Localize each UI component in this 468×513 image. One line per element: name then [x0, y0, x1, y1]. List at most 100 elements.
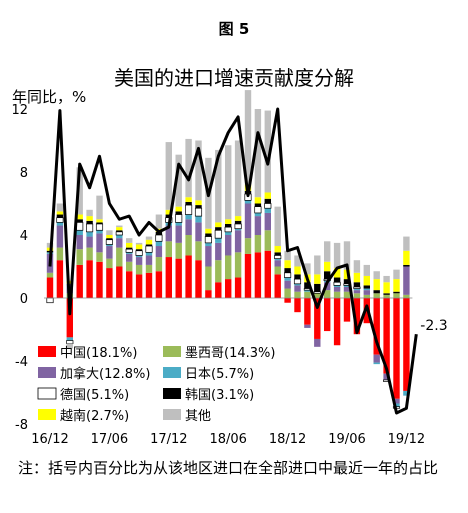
bar-segment-其他: [116, 225, 123, 228]
bar-segment-加拿大: [353, 290, 361, 294]
bar-segment-日本: [294, 283, 301, 286]
bar-segment-韩国: [363, 285, 370, 289]
bar-segment-中国: [284, 298, 291, 303]
bar-segment-中国: [86, 260, 93, 298]
bar-segment-韩国: [324, 271, 331, 280]
bar-segment-中国: [96, 261, 103, 298]
bar-segment-中国: [126, 271, 133, 298]
bar-segment-德国: [56, 217, 64, 223]
footnote: 注：括号内百分比为从该地区进口在全部进口中最近一年的占比: [18, 459, 439, 477]
bar-segment-中国: [46, 277, 54, 298]
x-tick-label: 17/06: [91, 432, 128, 447]
bar-segment-加拿大: [284, 280, 291, 289]
legend-swatch-日本: [163, 367, 181, 378]
y-tick-label: 8: [20, 166, 28, 181]
bar-segment-韩国: [76, 219, 83, 223]
bar-segment-其他: [343, 241, 351, 270]
bar-segment-越南: [145, 239, 153, 245]
bar-segment-日本: [135, 255, 143, 258]
bar-segment-日本: [393, 403, 400, 407]
legend-swatch-墨西哥: [163, 346, 181, 357]
y-tick-label: 4: [20, 229, 28, 244]
bar-segment-墨西哥: [324, 290, 331, 299]
bar-segment-韩国: [145, 244, 153, 247]
bar-segment-墨西哥: [284, 288, 291, 298]
bar-segment-韩国: [343, 279, 351, 284]
y-tick-label: 0: [20, 292, 28, 307]
bar-segment-德国: [313, 291, 321, 294]
bar-segment-其他: [264, 110, 271, 193]
bar-segment-中国: [264, 250, 271, 298]
bar-segment-日本: [96, 230, 103, 234]
bar-segment-德国: [254, 206, 262, 214]
bar-segment-墨西哥: [145, 264, 153, 273]
bar-segment-其他: [314, 255, 321, 275]
bar-segment-其他: [304, 263, 311, 275]
x-tick-label: 19/12: [388, 432, 425, 447]
bar-segment-墨西哥: [234, 252, 242, 278]
bar-segment-越南: [106, 235, 113, 239]
bar-segment-日本: [353, 288, 361, 291]
bar-segment-墨西哥: [106, 258, 113, 269]
bar-segment-其他: [96, 195, 103, 220]
bar-segment-日本: [264, 208, 271, 213]
bar-segment-其他: [373, 271, 380, 280]
bar-segment-越南: [76, 214, 83, 220]
bar-segment-日本: [66, 337, 73, 341]
bar-segment-德国: [145, 245, 153, 253]
bar-segment-日本: [363, 288, 370, 291]
bar-segment-中国: [76, 264, 83, 298]
bar-segment-德国: [46, 297, 54, 304]
total-line-path: [48, 107, 418, 415]
bar-segment-日本: [56, 222, 64, 226]
bar-segment-墨西哥: [304, 291, 311, 298]
bar-segment-日本: [274, 258, 281, 261]
bar-segment-日本: [284, 277, 291, 281]
bar-segment-中国: [215, 282, 222, 298]
legend-swatch-其他: [163, 409, 181, 420]
bar-segment-其他: [126, 238, 133, 243]
bar-segment-加拿大: [165, 225, 172, 242]
bar-segment-加拿大: [343, 286, 351, 292]
bar-segment-韩国: [234, 220, 242, 224]
bar-segment-德国: [214, 229, 222, 239]
bar-segment-墨西哥: [205, 266, 212, 291]
bar-segment-越南: [393, 279, 400, 292]
bar-segment-韩国: [96, 222, 103, 224]
bar-segment-加拿大: [86, 236, 93, 248]
bar-segment-墨西哥: [116, 247, 123, 267]
bar-segment-加拿大: [225, 235, 232, 256]
bar-segment-中国: [195, 260, 202, 298]
bar-segment-墨西哥: [264, 230, 271, 251]
bar-segment-越南: [363, 275, 370, 286]
bar-segment-墨西哥: [76, 249, 83, 265]
bar-segment-其他: [175, 154, 182, 207]
bar-segment-日本: [373, 362, 380, 365]
legend-label-墨西哥: 墨西哥(14.3%): [185, 346, 275, 361]
bar-segment-中国: [56, 260, 64, 298]
bar-segment-中国: [353, 298, 361, 335]
bar-segment-日本: [333, 285, 341, 287]
bar-segment-中国: [66, 298, 73, 338]
bar-segment-德国: [224, 226, 232, 233]
bar-segment-越南: [324, 261, 331, 272]
bar-segment-韩国: [274, 252, 281, 256]
bar-segment-中国: [165, 257, 172, 298]
bar-segment-中国: [324, 298, 331, 332]
bar-segment-韩国: [314, 283, 321, 292]
bar-segment-韩国: [225, 223, 232, 228]
bar-segment-越南: [126, 242, 133, 248]
bar-segment-韩国: [185, 201, 192, 206]
bar-segment-德国: [194, 207, 203, 217]
bar-segment-德国: [66, 340, 74, 345]
bar-segment-加拿大: [294, 285, 301, 292]
bar-segment-墨西哥: [244, 238, 252, 254]
bar-segment-其他: [403, 236, 410, 251]
bar-segment-墨西哥: [165, 241, 172, 258]
bar-segment-加拿大: [96, 233, 103, 253]
bar-segment-越南: [314, 274, 321, 284]
bar-segment-越南: [403, 250, 410, 265]
bar-segment-中国: [254, 252, 262, 298]
bar-segment-德国: [293, 278, 302, 285]
y-axis-label: 年同比，%: [12, 88, 87, 106]
